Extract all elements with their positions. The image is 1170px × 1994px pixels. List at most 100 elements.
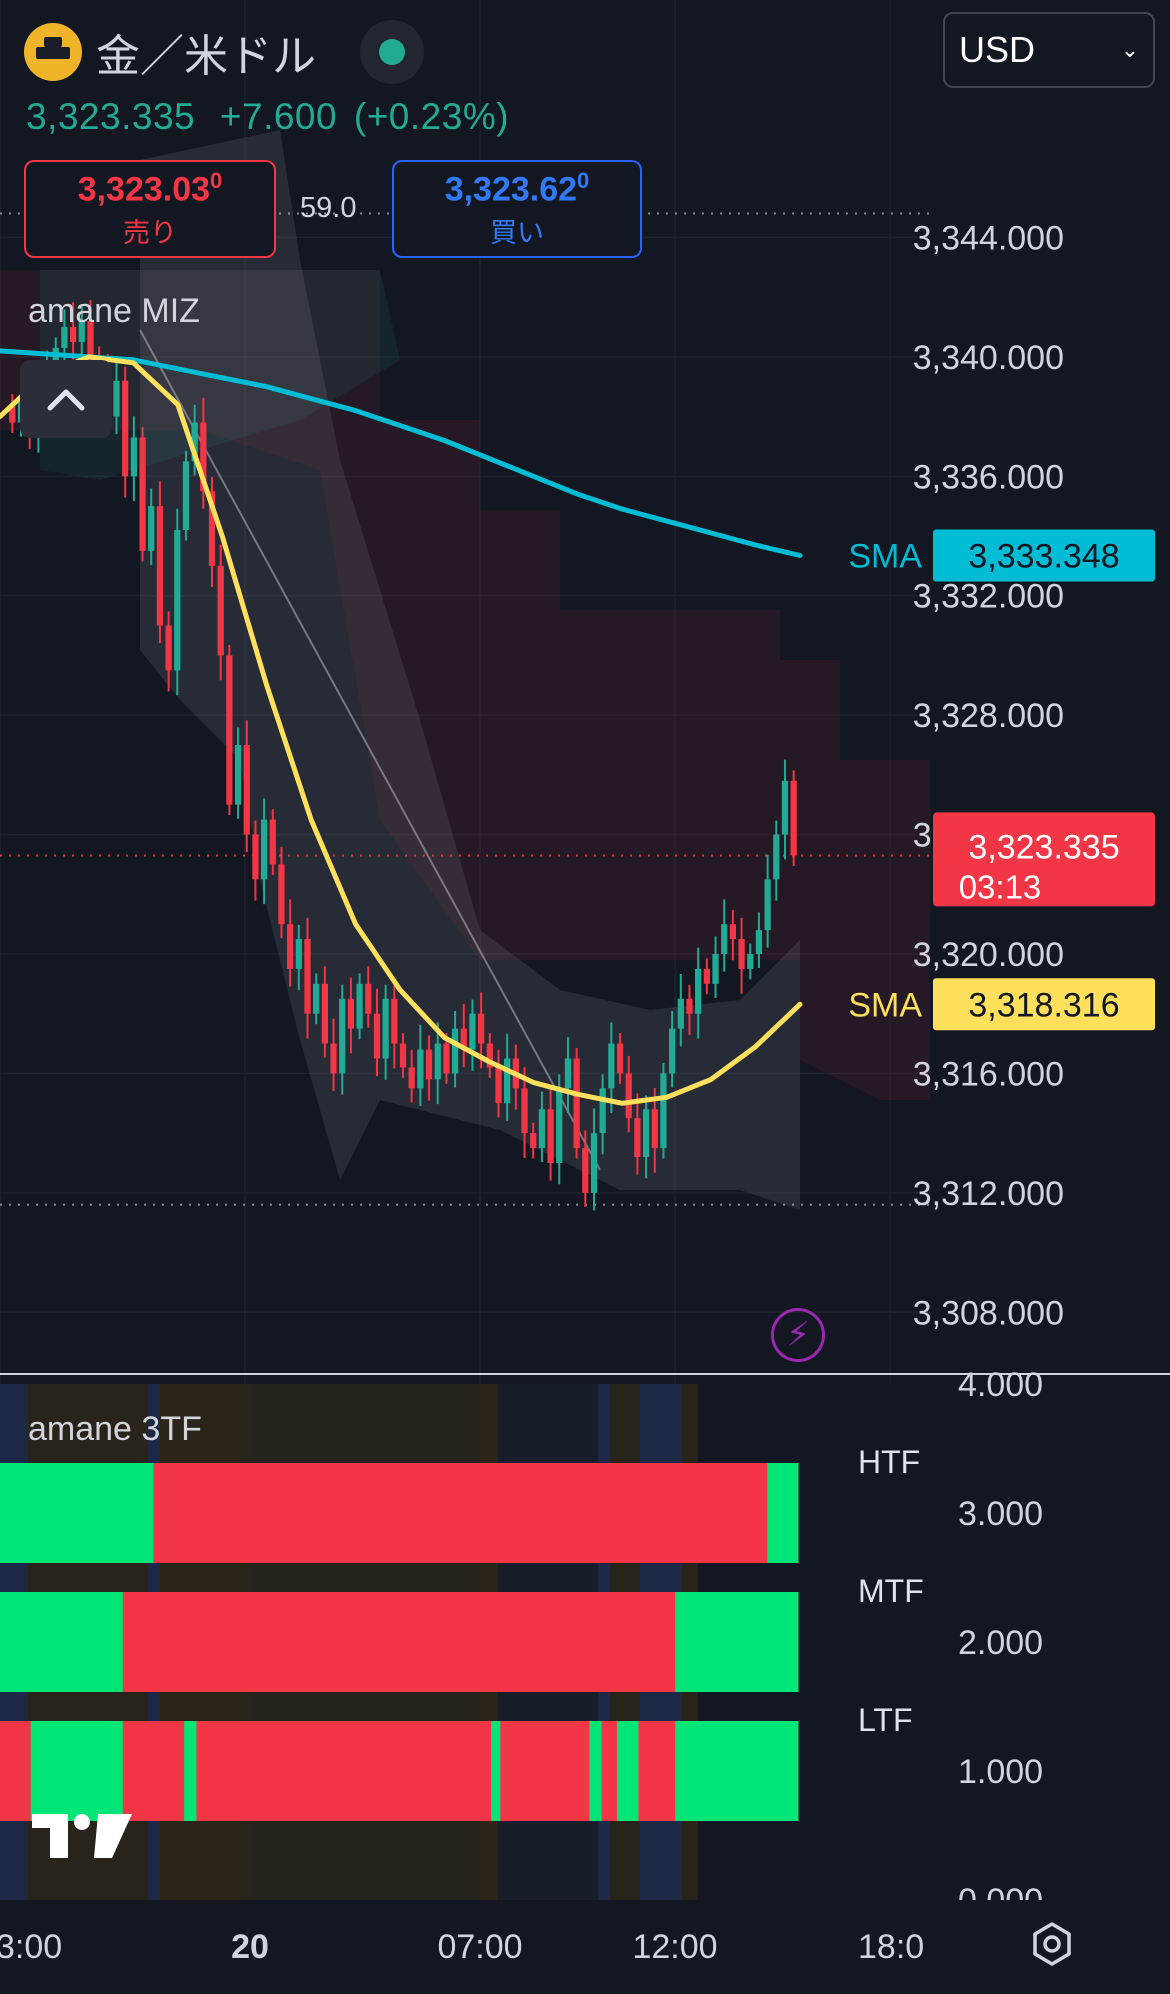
candle	[547, 1109, 554, 1163]
candle	[356, 983, 363, 1029]
candle	[564, 1058, 572, 1089]
tf-segment-green	[616, 1721, 639, 1821]
quote-line: 3,323.335 +7.600 (+0.23%)	[26, 96, 509, 138]
candle	[495, 1067, 502, 1104]
buy-label: 買い	[490, 218, 544, 249]
candle	[295, 939, 302, 969]
sma-line-blue	[0, 348, 803, 558]
collapse-indicators-button[interactable]	[20, 360, 112, 438]
price-axis-tick: 3,320.000	[913, 936, 1064, 974]
candle	[634, 1118, 641, 1158]
candle	[234, 745, 242, 805]
time-axis-bg	[0, 1900, 1170, 1994]
time-axis-tick: 3:00	[0, 1928, 62, 1966]
candle	[321, 983, 328, 1044]
candle	[365, 983, 372, 1014]
candle	[278, 864, 285, 925]
candle	[451, 1028, 459, 1074]
price-axis-tick: 3,328.000	[913, 697, 1064, 735]
tf-segment-red	[500, 1721, 590, 1821]
candle	[191, 422, 198, 462]
spread-value: 59.0	[300, 192, 357, 224]
candle	[721, 924, 728, 954]
candle	[590, 1133, 598, 1193]
sma-yellow-label-value: 3,318.316	[968, 986, 1119, 1024]
candle	[738, 939, 745, 969]
candle	[408, 1067, 415, 1089]
sell-label: 売り	[123, 218, 177, 249]
buy-button[interactable]: 3,323.620 買い	[392, 160, 642, 258]
sma-blue-label-box	[933, 529, 1155, 582]
candle	[304, 939, 311, 1014]
candle	[781, 780, 789, 835]
countdown-timer: 03:13	[959, 868, 1042, 905]
candle	[642, 1109, 650, 1158]
candle	[339, 998, 346, 1074]
tf-segment-green	[491, 1721, 501, 1821]
cloud-band-red	[0, 270, 930, 1100]
candle	[790, 780, 797, 856]
candle	[712, 954, 719, 984]
price-axis-tick: 3,316.000	[913, 1055, 1064, 1093]
candle	[616, 1043, 624, 1074]
tf-row-label: LTF	[858, 1702, 913, 1738]
price-axis-tick: 3,312.000	[913, 1175, 1064, 1213]
currency-select[interactable]: USD ⌄	[943, 12, 1155, 88]
candle	[330, 1043, 337, 1074]
candle	[182, 461, 190, 531]
market-status-indicator[interactable]	[360, 20, 424, 84]
candle	[382, 998, 389, 1059]
candle	[538, 1109, 546, 1149]
tf-segment-green	[589, 1721, 603, 1821]
price-axis-tick: 3,336.000	[913, 458, 1064, 496]
candle	[252, 834, 259, 880]
symbol-header[interactable]: 金／米ドル	[24, 12, 424, 92]
buy-price: 3,323.62	[444, 170, 578, 209]
candle	[460, 1028, 467, 1050]
tf-segment-red	[638, 1721, 676, 1821]
tf-segment-red	[122, 1721, 185, 1821]
tradingview-logo[interactable]	[32, 1810, 132, 1866]
candle	[755, 930, 763, 954]
candle	[148, 506, 155, 551]
tf-segment-red	[601, 1721, 618, 1821]
candle	[599, 1088, 606, 1134]
candle	[651, 1109, 658, 1149]
candle	[313, 983, 320, 1014]
sell-button[interactable]: 3,323.030 売り	[24, 160, 276, 258]
lower-axis-tick: 4.000	[958, 1366, 1043, 1404]
lower-axis-tick: 1.000	[958, 1753, 1043, 1791]
tf-segment-green	[0, 1463, 154, 1563]
symbol-title[interactable]: 金／米ドル	[96, 32, 316, 81]
candle	[677, 998, 684, 1029]
candle	[217, 565, 224, 656]
candle	[469, 1013, 476, 1050]
candle	[608, 1043, 615, 1089]
time-axis-tick: 20	[231, 1928, 269, 1966]
chevron-up-icon	[47, 389, 85, 411]
candle	[200, 422, 207, 492]
indicator-label-main[interactable]: amane MIZ	[28, 292, 200, 330]
indicator-label-lower[interactable]: amane 3TF	[28, 1410, 202, 1448]
sell-price: 3,323.03	[77, 170, 211, 209]
candle	[668, 1028, 676, 1074]
candle	[686, 998, 693, 1014]
trend-guide-line	[139, 329, 601, 1171]
candle	[434, 1043, 441, 1080]
sma-blue-label-tag: SMA	[848, 537, 922, 575]
last-price: 3,323.335	[26, 96, 196, 137]
candle	[9, 404, 16, 423]
lightning-alert-icon[interactable]: ⚡	[771, 1308, 825, 1362]
lower-axis-tick: 3.000	[958, 1495, 1043, 1533]
tf-segment-green	[767, 1463, 799, 1563]
tf-row-label: MTF	[858, 1573, 924, 1609]
candle	[443, 1043, 450, 1074]
candle	[174, 530, 181, 671]
candle	[208, 491, 216, 566]
candle	[260, 819, 268, 880]
candle	[226, 655, 233, 805]
candle	[703, 968, 710, 984]
settings-gear-icon[interactable]	[1030, 1922, 1074, 1966]
